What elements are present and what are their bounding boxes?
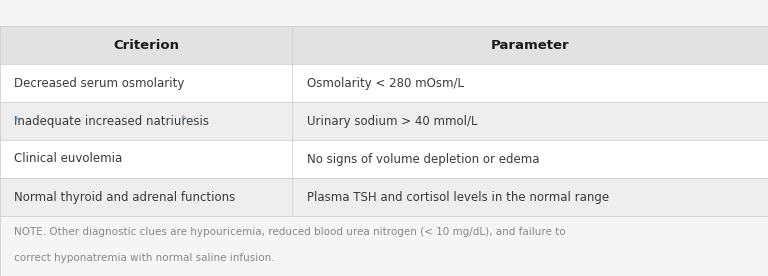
Text: Normal thyroid and adrenal functions: Normal thyroid and adrenal functions: [14, 190, 235, 203]
Bar: [0, 102, 768, 140]
Text: No signs of volume depletion or edema: No signs of volume depletion or edema: [307, 153, 540, 166]
Bar: [0, 178, 768, 216]
Text: Decreased serum osmolarity: Decreased serum osmolarity: [14, 76, 184, 89]
Text: Inadequate increased natriuresis: Inadequate increased natriuresis: [14, 115, 209, 128]
Bar: [0, 64, 768, 102]
Text: Parameter: Parameter: [491, 38, 569, 52]
Text: Osmolarity < 280 mOsm/L: Osmolarity < 280 mOsm/L: [307, 76, 464, 89]
Bar: [0, 216, 768, 276]
Text: Urinary sodium > 40 mmol/L: Urinary sodium > 40 mmol/L: [307, 115, 478, 128]
Text: Criterion: Criterion: [113, 38, 179, 52]
Text: Plasma TSH and cortisol levels in the normal range: Plasma TSH and cortisol levels in the no…: [307, 190, 609, 203]
Text: NOTE. Other diagnostic clues are hypouricemia, reduced blood urea nitrogen (< 10: NOTE. Other diagnostic clues are hypouri…: [14, 227, 565, 237]
Text: *: *: [14, 116, 19, 126]
Bar: [0, 140, 768, 178]
Text: correct hyponatremia with normal saline infusion.: correct hyponatremia with normal saline …: [14, 253, 274, 263]
Text: *: *: [181, 115, 185, 124]
Bar: [0, 26, 768, 64]
Text: Clinical euvolemia: Clinical euvolemia: [14, 153, 122, 166]
